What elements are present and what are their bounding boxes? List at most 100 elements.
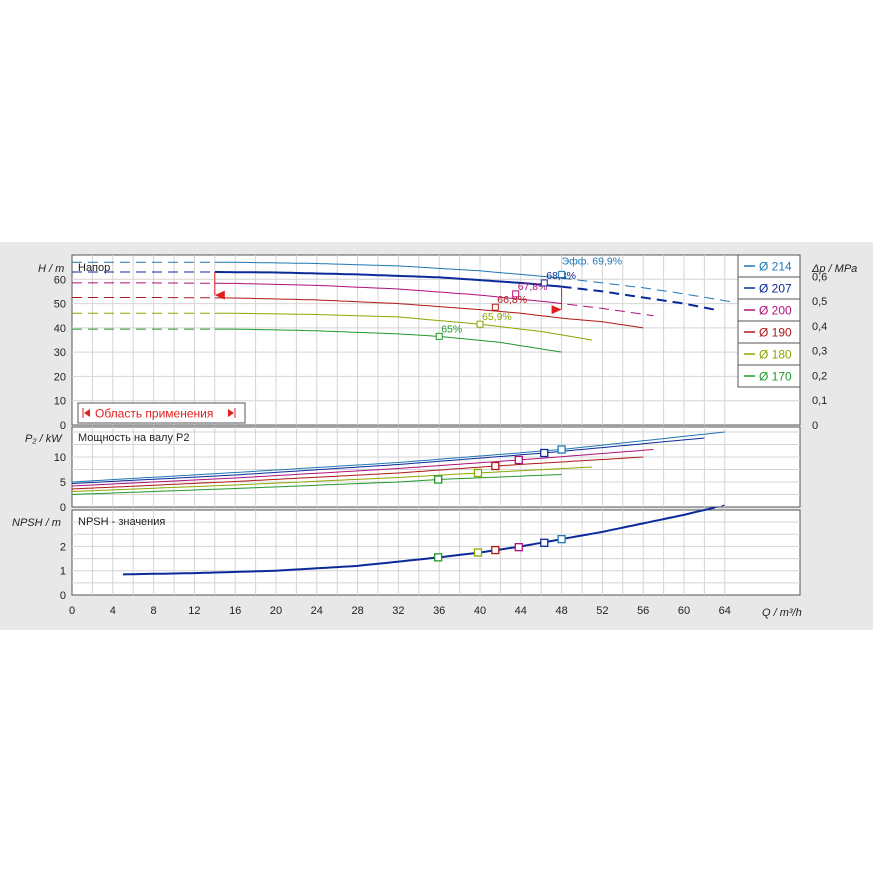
- legend-item-label: Ø 207: [759, 282, 792, 296]
- range-label: Область применения: [95, 407, 213, 421]
- range-right-arrow-icon: [228, 409, 234, 417]
- efficiency-point-marker: [476, 320, 484, 328]
- head-y-tick-label: 30: [54, 347, 66, 359]
- dp-tick-label: 0,6: [812, 271, 827, 283]
- power-point-marker: [434, 475, 443, 484]
- x-tick-label: 8: [151, 605, 157, 617]
- x-tick-label: 44: [515, 605, 527, 617]
- dp-tick-label: 0,2: [812, 370, 827, 382]
- npsh-y-tick-label: 0: [60, 590, 66, 602]
- head-y-tick-label: 40: [54, 323, 66, 335]
- npsh-point-marker: [514, 543, 523, 552]
- npsh-point-marker: [491, 545, 500, 555]
- npsh-curve-dashed-end: [714, 504, 725, 509]
- x-tick-label: 24: [311, 605, 323, 617]
- head-curve-solid: [214, 312, 593, 341]
- legend-item-label: Ø 170: [759, 370, 792, 384]
- tick-labels: 0 4 8 12 16 20 24 28 32 36 40 44 48 52 56 60 64010203040…: [54, 271, 828, 617]
- npsh-y-tick-label: 1: [60, 566, 66, 578]
- x-tick-label: 52: [596, 605, 608, 617]
- head-curve-solid: [214, 271, 562, 288]
- q-axis-label: Q / m³/h: [762, 607, 802, 619]
- npsh-y-tick-label: 2: [60, 541, 66, 553]
- head-curve-solid: [214, 297, 644, 329]
- power-curve: [71, 474, 562, 495]
- power-point-marker: [491, 461, 500, 471]
- grid-lines: [72, 255, 800, 595]
- npsh-point-marker: [473, 548, 483, 557]
- x-tick-label: 12: [188, 605, 200, 617]
- x-tick-label: 36: [433, 605, 445, 617]
- efficiency-label: 67,8%: [518, 281, 548, 293]
- power-point-marker: [557, 445, 566, 454]
- x-tick-label: 40: [474, 605, 486, 617]
- npsh-axis-label: NPSH / m: [12, 517, 61, 529]
- x-tick-label: 56: [637, 605, 649, 617]
- range-max-arrow-icon: [551, 305, 562, 315]
- head-y-tick-label: 20: [54, 371, 66, 383]
- head-curve-dashed-end: [551, 301, 654, 317]
- head-curve-dashed-end: [561, 285, 715, 311]
- power-point-marker: [514, 455, 523, 465]
- head-panel-title: Напор: [78, 262, 110, 274]
- x-tick-label: 60: [678, 605, 690, 617]
- head-curve-solid: [214, 282, 552, 303]
- npsh-plot-area: [71, 509, 801, 596]
- x-tick-label: 64: [719, 605, 731, 617]
- legend-item-label: Ø 180: [759, 348, 792, 362]
- efficiency-label: 65,9%: [482, 311, 512, 323]
- dp-tick-label: 0,3: [812, 346, 827, 358]
- power-curve: [71, 431, 725, 483]
- pump-curve-svg: 0 4 8 12 16 20 24 28 32 36 40 44 48 52 56 60 64010203040…: [12, 254, 857, 619]
- npsh-point-marker: [557, 534, 566, 544]
- range-min-arrow-icon: [214, 290, 225, 300]
- x-tick-label: 16: [229, 605, 241, 617]
- power-panel-title: Мощность на валу P2: [78, 432, 190, 444]
- npsh-point-marker: [434, 553, 443, 562]
- pump-curve-chart: 0 4 8 12 16 20 24 28 32 36 40 44 48 52 56 60 64 0 10 20 30 40…: [0, 242, 873, 630]
- x-tick-label: 4: [110, 605, 116, 617]
- dp-axis-label: Δp / MPa: [811, 263, 857, 275]
- curves: [71, 261, 736, 576]
- head-y-tick-label: 50: [54, 299, 66, 311]
- dp-tick-label: 0,1: [812, 395, 827, 407]
- x-tick-label: 0: [69, 605, 75, 617]
- efficiency-point-marker: [540, 279, 548, 287]
- power-curve: [71, 449, 654, 487]
- x-tick-label: 28: [351, 605, 363, 617]
- markers: 65%65,9%66,8%67,8%68,8%Эфф. 69,9%: [434, 255, 622, 562]
- x-tick-label: 20: [270, 605, 282, 617]
- legend-item-label: Ø 200: [759, 304, 792, 318]
- x-tick-label: 32: [392, 605, 404, 617]
- legend-item-label: Ø 214: [759, 260, 792, 274]
- efficiency-point-marker: [558, 270, 566, 278]
- efficiency-point-marker: [491, 303, 499, 311]
- x-tick-label: 48: [555, 605, 567, 617]
- head-y-tick-label: 0: [60, 420, 66, 432]
- head-y-tick-label: 60: [54, 274, 66, 286]
- dp-tick-label: 0,5: [812, 296, 827, 308]
- dp-tick-label: 0,4: [812, 321, 827, 333]
- efficiency-point-marker: [435, 332, 443, 340]
- head-plot-area: [71, 254, 801, 426]
- npsh-curve: [122, 506, 715, 576]
- npsh-panel-title: NPSH - значения: [78, 516, 165, 528]
- efficiency-point-marker: [512, 290, 520, 298]
- npsh-point-marker: [540, 538, 549, 547]
- h-axis-label: H / m: [38, 263, 64, 275]
- power-curve: [71, 456, 644, 490]
- head-curve-dashed-end: [561, 277, 736, 303]
- efficiency-label: 65%: [441, 323, 462, 335]
- power-curve: [71, 437, 705, 484]
- dp-tick-label: 0: [812, 420, 818, 432]
- power-curve: [71, 466, 593, 492]
- legend-item-label: Ø 190: [759, 326, 792, 340]
- power-y-tick-label: 5: [60, 477, 66, 489]
- p2-axis-label: P₂ / kW: [25, 433, 63, 445]
- power-point-marker: [473, 468, 483, 478]
- legend: Ø 214 Ø 207 Ø 200 Ø 190 Ø 180 Ø 170: [737, 254, 801, 388]
- head-curve-solid: [214, 328, 562, 353]
- efficiency-label: 66,8%: [497, 294, 527, 306]
- head-curve-solid: [214, 261, 562, 279]
- power-y-tick-label: 0: [60, 502, 66, 514]
